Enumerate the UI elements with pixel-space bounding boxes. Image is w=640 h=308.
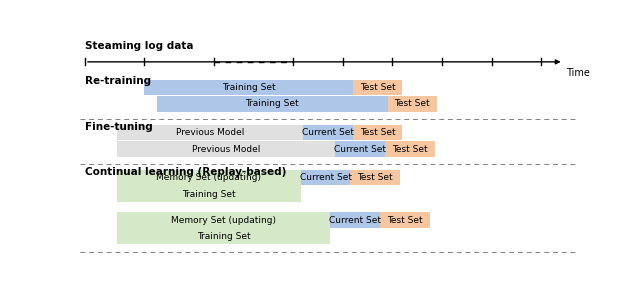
Text: Test Set: Test Set [360,128,396,137]
Text: Training Set: Training Set [182,190,236,199]
Bar [353,80,403,95]
Text: Continual learning (Replay-based): Continual learning (Replay-based) [85,168,286,177]
Text: Steaming log data: Steaming log data [85,41,193,51]
Text: Test Set: Test Set [360,83,396,92]
Text: Current Set: Current Set [334,144,387,153]
Bar [117,141,335,157]
Text: Previous Model: Previous Model [192,144,260,153]
Bar [117,213,330,245]
Text: Re-training: Re-training [85,76,151,86]
Bar [303,125,353,140]
Bar [380,213,429,228]
Text: Training Set: Training Set [222,83,275,92]
Bar [301,170,350,185]
Bar [145,80,353,95]
Text: Training Set: Training Set [245,99,299,108]
Bar [330,213,380,228]
Text: Test Set: Test Set [357,173,393,182]
Text: Current Set: Current Set [302,128,354,137]
Bar [385,141,435,157]
Text: Test Set: Test Set [394,99,430,108]
Text: Test Set: Test Set [392,144,428,153]
Text: Previous Model: Previous Model [176,128,244,137]
Bar [157,96,388,112]
Bar [350,170,400,185]
Text: Fine-tuning: Fine-tuning [85,122,153,132]
Text: Memory Set (updating): Memory Set (updating) [172,216,276,225]
Text: Test Set: Test Set [387,216,422,225]
Bar [117,170,301,202]
Bar [335,141,385,157]
Text: Memory Set (updating): Memory Set (updating) [156,173,262,182]
Text: Time: Time [566,68,590,78]
Bar [117,125,303,140]
Text: Training Set: Training Set [197,232,251,241]
Bar [353,125,403,140]
Text: Current Set: Current Set [330,216,381,225]
Bar [388,96,437,112]
Text: Current Set: Current Set [300,173,351,182]
